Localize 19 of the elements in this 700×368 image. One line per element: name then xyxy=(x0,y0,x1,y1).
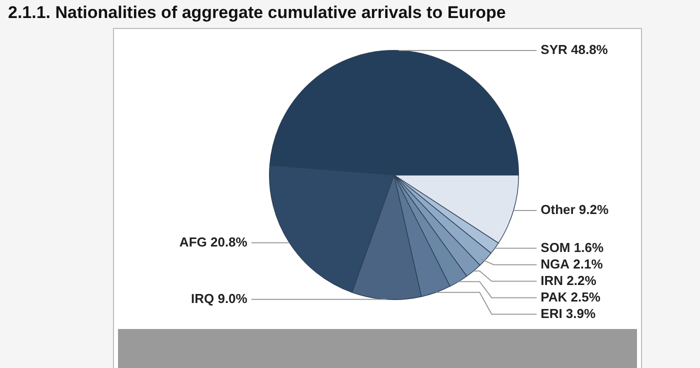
data-label: 2.2% xyxy=(566,272,597,288)
slice-label: Other xyxy=(540,202,576,218)
slice-label: NGA xyxy=(540,256,570,272)
slice-label: AFG xyxy=(179,234,207,250)
data-label: 2.1% xyxy=(573,256,604,272)
slice-label: SOM xyxy=(540,240,570,255)
data-label: 2.5% xyxy=(570,289,601,304)
slice-label: PAK xyxy=(540,289,568,304)
slice-label: SYR xyxy=(540,42,568,58)
slice-label: IRN xyxy=(540,272,564,288)
data-label: 9.0% xyxy=(218,290,248,306)
chart-title: 2.1.1. Nationalities of aggregate cumulative arrivals to Europe xyxy=(8,3,506,23)
data-label: 20.8% xyxy=(210,234,248,250)
slice-label: IRQ xyxy=(190,290,214,306)
data-label: 9.2% xyxy=(578,202,610,218)
slice-label: ERI xyxy=(540,306,562,321)
data-label: 3.9% xyxy=(566,306,596,321)
data-label: 48.8% xyxy=(570,42,608,58)
data-label: 1.6% xyxy=(574,240,604,255)
